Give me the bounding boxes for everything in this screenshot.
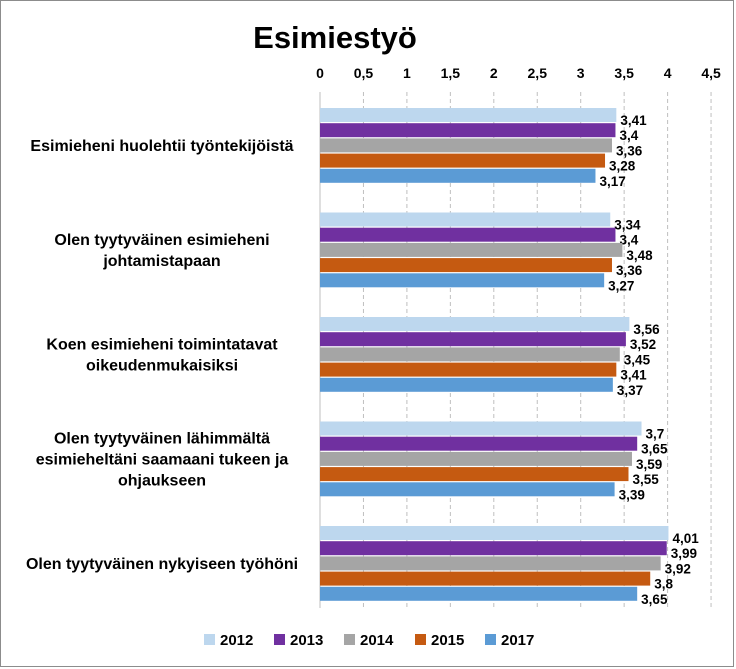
data-label: 3,36 [616, 143, 643, 158]
bar [320, 123, 616, 138]
legend-label: 2017 [501, 632, 534, 649]
data-label: 3,37 [617, 383, 643, 398]
data-label: 3,17 [599, 174, 625, 189]
bar [320, 258, 612, 273]
bar [320, 586, 638, 601]
data-label: 3,48 [626, 248, 653, 263]
bar [320, 451, 632, 466]
bar [320, 108, 617, 122]
bar [320, 227, 616, 242]
x-tick-label: 1,5 [441, 65, 461, 81]
legend-label: 2012 [220, 632, 253, 649]
legend-swatch [485, 634, 496, 645]
x-tick-label: 4 [664, 65, 672, 81]
data-label: 3,36 [616, 263, 643, 278]
data-label: 3,7 [646, 427, 665, 442]
data-label: 3,55 [632, 472, 659, 487]
x-tick-label: 1 [403, 65, 411, 81]
x-tick-label: 0 [316, 65, 324, 81]
bar [320, 138, 612, 153]
legend-swatch [415, 634, 426, 645]
legend-label: 2013 [290, 632, 323, 649]
bar [320, 571, 651, 586]
data-label: 3,8 [654, 577, 673, 592]
bar [320, 421, 642, 436]
data-label: 3,59 [636, 457, 662, 472]
chart-title: Esimiestyö [253, 20, 417, 55]
data-label: 4,01 [672, 531, 699, 546]
bar [320, 482, 615, 497]
bar [320, 153, 606, 168]
data-label: 3,99 [671, 546, 697, 561]
bar [320, 467, 629, 482]
data-label: 3,45 [624, 352, 651, 367]
bar [320, 317, 630, 331]
category-label: Olen tyytyväinen lähimmältä [54, 431, 270, 448]
category-label: Olen tyytyväinen nykyiseen työhöni [26, 556, 298, 573]
bar [320, 377, 613, 392]
category-label: Koen esimieheni toimintatavat [46, 337, 278, 354]
legend-swatch [204, 634, 215, 645]
bar [320, 212, 611, 227]
category-label: ohjaukseen [118, 473, 206, 490]
legend-label: 2015 [431, 632, 464, 649]
bar [320, 362, 617, 377]
data-label: 3,41 [620, 368, 647, 383]
data-label: 3,52 [630, 337, 656, 352]
legend-swatch [274, 634, 285, 645]
x-tick-label: 3,5 [614, 65, 634, 81]
data-label: 3,65 [641, 592, 668, 607]
bar [320, 332, 626, 347]
data-label: 3,39 [619, 487, 645, 502]
x-tick-label: 3 [577, 65, 585, 81]
bar [320, 526, 669, 540]
category-label: esimieheltäni saamaani tukeen ja [36, 452, 289, 469]
data-label: 3,27 [608, 278, 634, 293]
bar [320, 541, 667, 556]
category-label: oikeudenmukaisiksi [86, 358, 238, 375]
bar [320, 436, 638, 451]
x-tick-label: 2,5 [528, 65, 548, 81]
data-label: 3,4 [619, 128, 638, 143]
x-tick-label: 0,5 [354, 65, 374, 81]
category-label: johtamistapaan [102, 253, 220, 270]
legend-label: 2014 [360, 632, 394, 649]
bar [320, 556, 661, 571]
data-label: 3,41 [620, 113, 647, 128]
x-tick-label: 2 [490, 65, 498, 81]
bar [320, 242, 623, 257]
data-label: 3,4 [619, 233, 638, 248]
category-label: Olen tyytyväinen esimieheni [54, 232, 269, 249]
bar [320, 273, 605, 288]
data-label: 3,34 [614, 218, 641, 233]
category-label: Esimieheni huolehtii työntekijöistä [30, 138, 293, 155]
data-label: 3,28 [609, 159, 636, 174]
data-label: 3,56 [633, 322, 660, 337]
data-label: 3,65 [641, 442, 668, 457]
bar [320, 347, 620, 362]
bar [320, 168, 596, 183]
data-label: 3,92 [665, 561, 691, 576]
legend-swatch [344, 634, 355, 645]
x-tick-label: 4,5 [701, 65, 721, 81]
